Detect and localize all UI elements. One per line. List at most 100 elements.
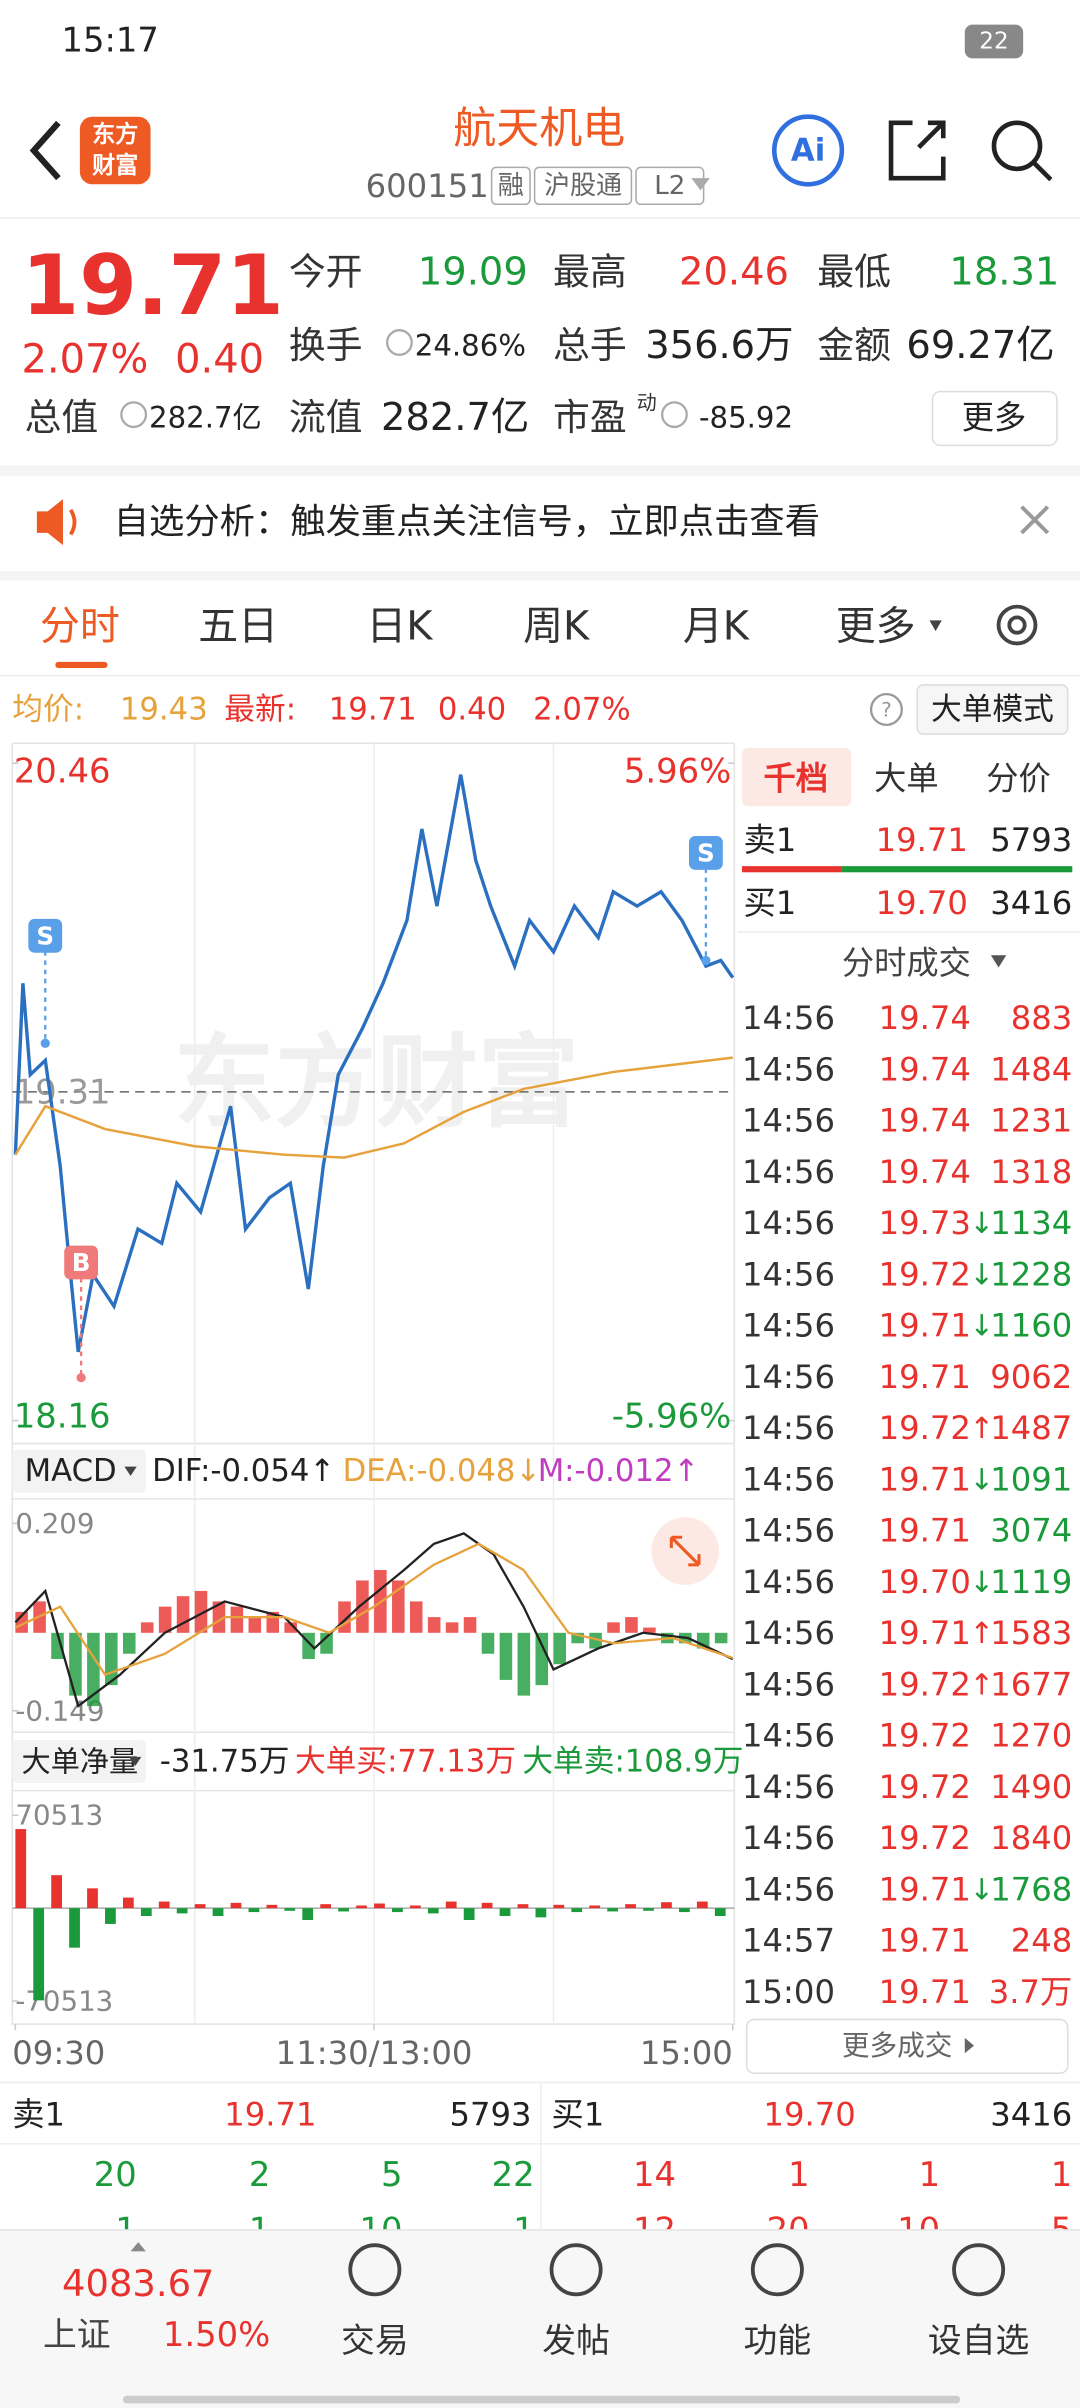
speaker-wave xyxy=(68,508,77,536)
y-tick-label: 19.31 xyxy=(14,1072,111,1111)
trade-direction: ↓ xyxy=(969,1565,993,1599)
trade-time: 14:56 xyxy=(742,1870,835,1908)
share-button[interactable] xyxy=(888,120,946,181)
more-button[interactable] xyxy=(931,390,1058,447)
settings-button[interactable] xyxy=(996,604,1038,646)
tab[interactable]: 周K xyxy=(523,604,591,650)
macd-bar xyxy=(248,1617,262,1633)
expand-icon xyxy=(669,1535,701,1567)
bigorder-bar xyxy=(427,1908,439,1914)
help-mark: ? xyxy=(881,698,892,722)
ai-button[interactable] xyxy=(771,114,845,187)
nav-label[interactable]: 交易 xyxy=(341,2321,409,2360)
annotation-dot xyxy=(76,1373,86,1383)
nav-icon[interactable] xyxy=(348,2243,402,2297)
trade-time: 14:56 xyxy=(742,1665,835,1703)
bigorder-bar xyxy=(87,1888,98,1909)
trade-direction: ↓ xyxy=(969,1872,993,1906)
bigorder-bar xyxy=(571,1908,583,1913)
tab[interactable]: 分时 xyxy=(40,604,120,650)
bigorder-bar xyxy=(481,1902,493,1909)
field-label: 换手 xyxy=(289,324,363,367)
nav-icon[interactable] xyxy=(952,2243,1006,2297)
nav-label[interactable]: 发帖 xyxy=(542,2321,610,2360)
bigorder-bar xyxy=(409,1905,421,1909)
queue-size: 1 xyxy=(1051,2155,1073,2194)
y-tick-label: 0.209 xyxy=(15,1507,94,1540)
index-change: 1.50% xyxy=(163,2315,270,2354)
trade-volume: 1160 xyxy=(990,1307,1072,1345)
latest-change-pct: 2.07% xyxy=(533,692,631,728)
tab[interactable]: 日K xyxy=(366,604,434,650)
trade-time: 14:56 xyxy=(742,1460,835,1498)
trade-time: 15:00 xyxy=(742,1973,835,2011)
trade-time: 14:56 xyxy=(742,1409,835,1447)
queue-size: 20 xyxy=(94,2155,137,2194)
legend-buy: 大单买:77.13万 xyxy=(295,1743,516,1779)
more-trades-button[interactable] xyxy=(745,2018,1069,2074)
side-tab[interactable]: 分价 xyxy=(986,760,1051,798)
nav-icon[interactable] xyxy=(750,2243,804,2297)
side-tab[interactable]: 大单 xyxy=(874,760,939,798)
indicator-arrow xyxy=(129,1756,142,1767)
trade-volume: 1484 xyxy=(990,1050,1072,1088)
book-volume: 5793 xyxy=(990,821,1072,859)
book-label: 卖1 xyxy=(744,821,797,859)
search-handle xyxy=(1032,161,1053,182)
bigorder-bar xyxy=(15,1829,27,1909)
macd-bar xyxy=(409,1601,423,1633)
trade-volume: 1677 xyxy=(990,1665,1072,1703)
bigorder-bar xyxy=(122,1897,134,1909)
tab[interactable]: 五日 xyxy=(198,604,278,650)
trade-volume: 9062 xyxy=(990,1358,1072,1396)
search-button[interactable] xyxy=(991,120,1043,172)
y2-tick-label: -5.96% xyxy=(612,1396,732,1435)
logo-text: 财富 xyxy=(92,152,138,179)
nav-label[interactable]: 功能 xyxy=(744,2321,812,2360)
close-button[interactable] xyxy=(1020,505,1050,535)
tab[interactable]: 月K xyxy=(683,604,751,650)
book-volume: 5793 xyxy=(449,2096,531,2134)
bigorder-selector[interactable] xyxy=(12,1739,146,1783)
macd-bar xyxy=(607,1622,620,1633)
macd-bar xyxy=(553,1632,566,1665)
trade-time: 14:57 xyxy=(742,1922,835,1960)
back-button[interactable] xyxy=(29,120,61,181)
trade-price: 19.72 xyxy=(879,1819,971,1857)
battery xyxy=(964,24,1024,59)
field-value: -85.92 xyxy=(699,401,793,435)
dropdown-arrow xyxy=(691,178,710,191)
macd-bar xyxy=(158,1606,172,1633)
trade-price: 19.74 xyxy=(879,999,971,1037)
bigorder-bar xyxy=(284,1908,296,1911)
help-icon[interactable] xyxy=(869,692,903,727)
trade-time: 14:56 xyxy=(742,1563,835,1601)
macd-bar xyxy=(140,1622,154,1633)
nav-icon[interactable] xyxy=(549,2243,603,2297)
nav-label[interactable]: 设自选 xyxy=(928,2321,1029,2360)
latest-label: 最新: xyxy=(224,692,296,728)
bigorder-bar xyxy=(463,1908,475,1920)
macd-bar xyxy=(535,1632,549,1686)
book-label: 卖1 xyxy=(12,2096,65,2134)
bigorder-bar xyxy=(105,1908,116,1924)
trade-price: 19.74 xyxy=(879,1102,971,1140)
field-value: 20.46 xyxy=(679,249,789,294)
side-tab[interactable]: 千档 xyxy=(764,760,829,798)
tab-more-arrow xyxy=(929,620,942,632)
macd-line xyxy=(14,1542,734,1677)
trade-volume: 1228 xyxy=(990,1255,1072,1293)
macd-bar xyxy=(176,1596,190,1633)
field-value: 18.31 xyxy=(949,249,1059,294)
stock-tag xyxy=(533,166,633,206)
mode-button[interactable] xyxy=(916,684,1069,735)
macd-selector[interactable] xyxy=(12,1449,146,1493)
trade-price: 19.71 xyxy=(879,1358,971,1396)
tab[interactable]: 更多 xyxy=(836,604,916,650)
indicator-arrow xyxy=(124,1466,137,1476)
bigorder-bar xyxy=(140,1908,152,1917)
bigorder-bar xyxy=(517,1904,529,1909)
avg-value: 19.43 xyxy=(120,692,208,728)
